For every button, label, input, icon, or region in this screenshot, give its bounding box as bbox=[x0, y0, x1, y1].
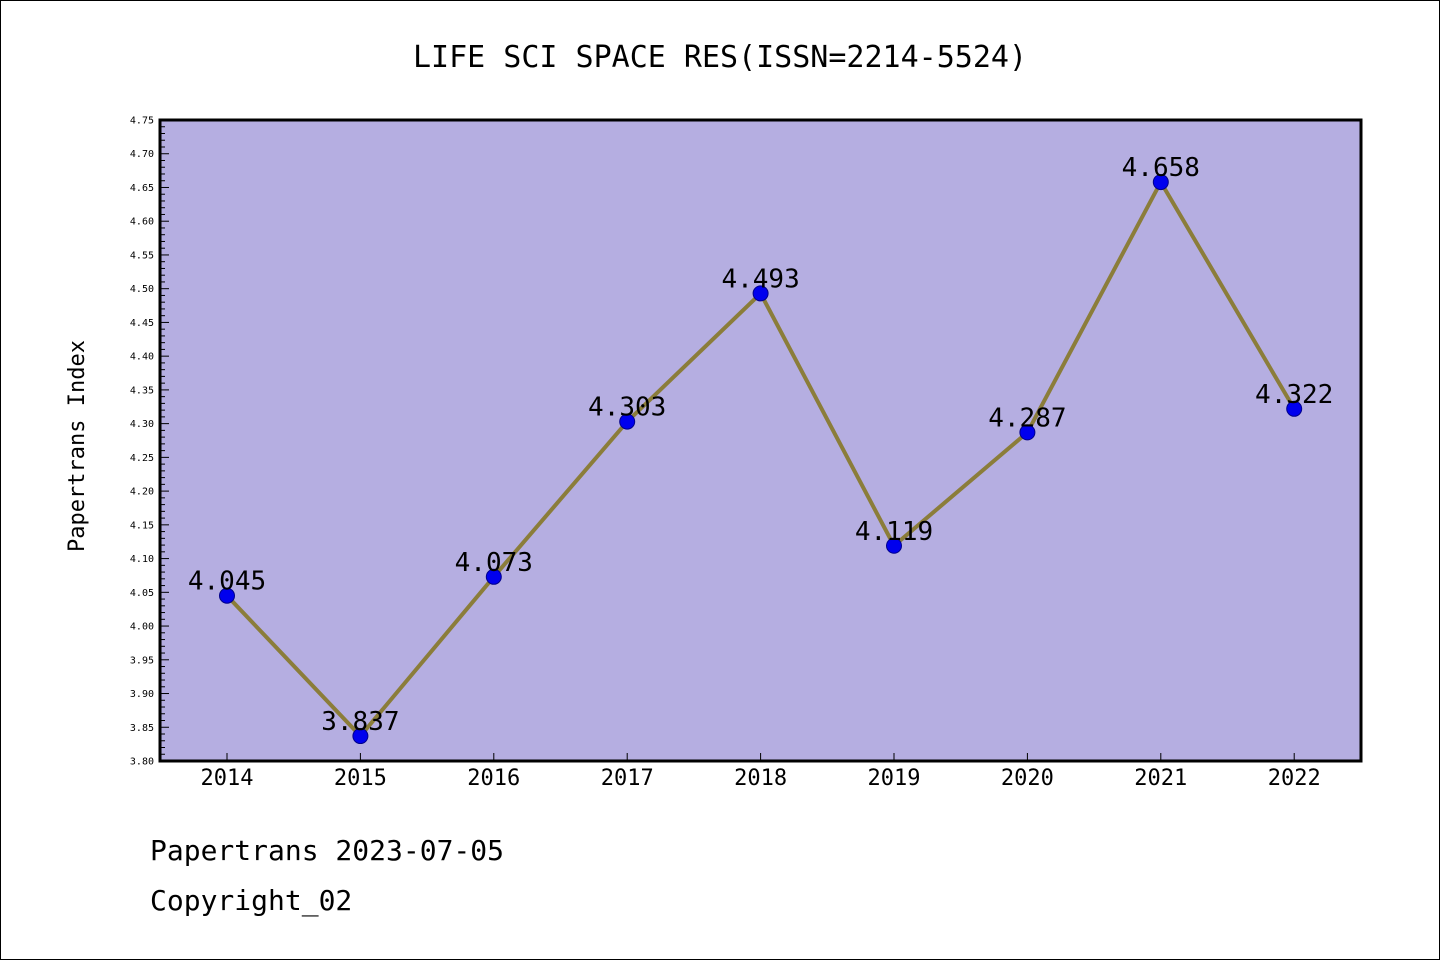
data-point-marker bbox=[886, 537, 902, 554]
data-point-marker bbox=[1152, 174, 1169, 191]
data-point-marker bbox=[485, 568, 502, 585]
data-value-label: 4.045 bbox=[188, 567, 266, 597]
chart-title: LIFE SCI SPACE RES(ISSN=2214-5524) bbox=[413, 40, 1027, 75]
y-tick-label: 4.70 bbox=[130, 149, 154, 160]
y-tick-label: 3.85 bbox=[130, 723, 154, 734]
y-tick-label: 4.65 bbox=[130, 183, 154, 194]
data-point-marker bbox=[219, 587, 235, 604]
x-tick-label: 2018 bbox=[734, 766, 787, 791]
series-group bbox=[219, 174, 1303, 745]
y-tick-label: 4.35 bbox=[130, 385, 154, 396]
y-tick-label: 4.10 bbox=[130, 554, 154, 565]
y-tick-label: 4.50 bbox=[130, 284, 154, 295]
y-tick-label: 4.75 bbox=[130, 116, 154, 127]
x-tick-label: 2019 bbox=[868, 766, 921, 791]
y-tick-label: 3.80 bbox=[130, 757, 154, 768]
data-value-label: 4.303 bbox=[588, 393, 666, 423]
y-axis-ticks: 3.80 3.85 3.90 3.95 4.00 4.05 4.10 4.15 4.20 4.25… bbox=[130, 116, 169, 768]
y-tick-label: 3.90 bbox=[130, 689, 154, 700]
x-tick-label: 2020 bbox=[1001, 766, 1054, 791]
y-tick-label: 4.60 bbox=[130, 217, 154, 228]
y-tick-label: 4.20 bbox=[130, 487, 154, 498]
x-tick-label: 2016 bbox=[467, 766, 520, 791]
data-point-marker bbox=[1286, 400, 1303, 417]
x-tick-label: 2015 bbox=[334, 766, 387, 791]
y-axis-label: Papertrans Index bbox=[65, 340, 90, 552]
data-value-label: 3.837 bbox=[321, 707, 399, 737]
x-axis-ticks: 2014 2015 2016 2017 2018 2019 2020 2021 2022 bbox=[201, 753, 1321, 791]
data-value-label: 4.658 bbox=[1122, 153, 1200, 183]
y-tick-label: 4.40 bbox=[130, 352, 154, 363]
data-point-marker bbox=[352, 728, 369, 745]
x-tick-label: 2014 bbox=[201, 766, 254, 791]
x-tick-label: 2017 bbox=[601, 766, 654, 791]
data-point-marker bbox=[752, 285, 769, 302]
plot-area bbox=[158, 118, 1363, 763]
data-value-label: 4.322 bbox=[1255, 380, 1333, 410]
y-tick-label: 4.30 bbox=[130, 419, 154, 430]
y-tick-label: 4.15 bbox=[130, 520, 154, 531]
y-tick-label: 4.55 bbox=[130, 250, 154, 261]
y-tick-label: 4.45 bbox=[130, 318, 154, 329]
footer-copyright: Copyright_02 bbox=[150, 884, 353, 917]
data-point-marker bbox=[1019, 424, 1036, 441]
x-tick-label: 2021 bbox=[1134, 766, 1187, 791]
y-tick-label: 4.00 bbox=[130, 622, 154, 633]
data-value-label: 4.287 bbox=[988, 403, 1066, 433]
data-labels: 4.045 3.837 4.073 4.303 4.493 4.119 4.287 4.658… bbox=[188, 153, 1333, 737]
data-value-label: 4.119 bbox=[855, 517, 933, 547]
footer-date: Papertrans 2023-07-05 bbox=[150, 834, 505, 867]
data-point-marker bbox=[619, 413, 636, 430]
y-tick-label: 4.05 bbox=[130, 588, 154, 599]
y-tick-label: 3.95 bbox=[130, 655, 154, 666]
data-value-label: 4.493 bbox=[721, 264, 799, 294]
data-value-label: 4.073 bbox=[455, 548, 533, 578]
y-tick-label: 4.25 bbox=[130, 453, 154, 464]
x-tick-label: 2022 bbox=[1268, 766, 1321, 791]
